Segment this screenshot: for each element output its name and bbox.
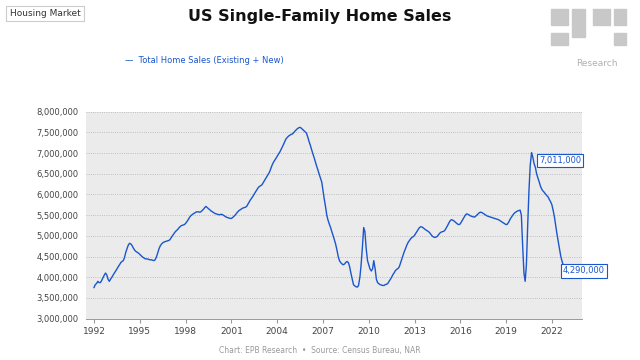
Text: 7,011,000: 7,011,000	[539, 156, 581, 165]
Bar	[572, 9, 585, 37]
Text: Chart: EPB Research  •  Source: Census Bureau, NAR: Chart: EPB Research • Source: Census Bur…	[219, 346, 421, 355]
Bar	[593, 9, 610, 25]
Text: 4,290,000: 4,290,000	[563, 266, 605, 275]
Bar	[552, 9, 568, 25]
Text: Housing Market: Housing Market	[10, 9, 81, 18]
Bar	[614, 33, 626, 45]
Text: US Single-Family Home Sales: US Single-Family Home Sales	[188, 9, 452, 24]
Text: —  Total Home Sales (Existing + New): — Total Home Sales (Existing + New)	[125, 56, 284, 65]
Bar	[552, 33, 568, 45]
Text: Research: Research	[576, 59, 618, 68]
Bar	[614, 9, 626, 25]
